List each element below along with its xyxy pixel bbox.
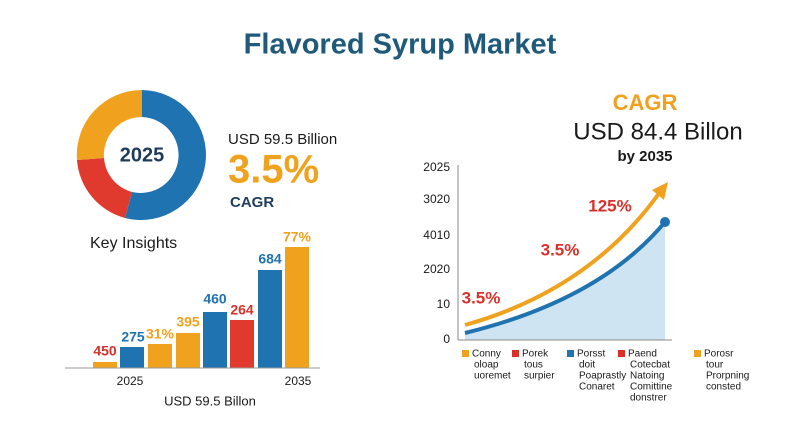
insights-title: Key Insights (90, 235, 177, 252)
bar-label: 395 (176, 314, 200, 330)
bar (120, 347, 144, 368)
bar-label: 275 (121, 329, 145, 345)
annotation: 3.5% (462, 288, 501, 307)
curve (464, 190, 662, 327)
bar (258, 270, 282, 368)
rate-label: CAGR (230, 194, 274, 211)
donut-segment (76, 89, 142, 160)
legend-text: tour (706, 360, 724, 371)
donut-segment (125, 90, 206, 220)
x-label: 2035 (285, 374, 312, 388)
legend-text: Porsst (577, 349, 606, 360)
bar-label: 264 (230, 302, 254, 318)
bar (176, 333, 200, 368)
legend-text: Porosr (704, 349, 734, 360)
bar (230, 320, 254, 368)
x-label: 2025 (117, 374, 144, 388)
value-text: USD 59.5 Billion (228, 131, 337, 148)
legend-text: Natoing (630, 371, 664, 382)
legend-text: Conaret (579, 382, 615, 393)
curve (464, 220, 667, 335)
legend-swatch (694, 350, 701, 357)
legend-text: Poaprastly (579, 371, 626, 382)
y-label: 2025 (423, 160, 450, 174)
bar-label: 684 (258, 251, 282, 267)
legend-text: Porek (522, 349, 549, 360)
bar-label: 31% (146, 326, 175, 342)
legend-text: doit (579, 360, 595, 371)
legend-text: uoremet (474, 371, 511, 382)
legend-text: Conny (472, 349, 501, 360)
donut-label: 2025 (120, 144, 165, 166)
bar (148, 344, 172, 368)
donut (76, 89, 206, 220)
bar-label: 77% (283, 229, 312, 245)
bars (65, 247, 320, 369)
cagr-heading: CAGR (613, 90, 678, 115)
right-value: USD 84.4 Billon (573, 118, 742, 145)
y-label: 0 (443, 332, 450, 346)
y-label: 3020 (423, 192, 450, 206)
line-chart (457, 165, 672, 341)
donut-segment (77, 158, 132, 218)
legend-text: Comittine (630, 382, 673, 393)
bar (93, 362, 117, 368)
area (465, 222, 665, 340)
bar (203, 312, 227, 368)
annotation: 125% (588, 196, 631, 215)
legend-text: donstrer (630, 393, 667, 404)
legend-swatch (567, 350, 574, 357)
legend-text: Prorpning (706, 371, 749, 382)
bar-label: 450 (93, 343, 117, 359)
legend-text: Cotecbat (630, 360, 670, 371)
arrow-head (652, 182, 668, 200)
legend-swatch (512, 350, 519, 357)
right-year: by 2035 (617, 148, 672, 165)
y-label: 2020 (423, 262, 450, 276)
caption: USD 59.5 Billon (164, 393, 256, 408)
legend-text: consted (706, 382, 741, 393)
legend-swatch (462, 350, 469, 357)
y-label: 10 (437, 297, 451, 311)
legend-swatch (618, 350, 625, 357)
end-dot (660, 217, 670, 227)
y-label: 4010 (423, 228, 450, 242)
bar-label: 460 (203, 291, 227, 307)
title: Flavored Syrup Market (244, 29, 557, 61)
bar (285, 247, 309, 368)
legend-text: tous (524, 360, 543, 371)
annotation: 3.5% (541, 240, 580, 259)
legend-text: oloap (474, 360, 499, 371)
legend-text: Paend (628, 349, 657, 360)
legend-text: surpier (524, 371, 555, 382)
rate-text: 3.5% (228, 148, 319, 192)
